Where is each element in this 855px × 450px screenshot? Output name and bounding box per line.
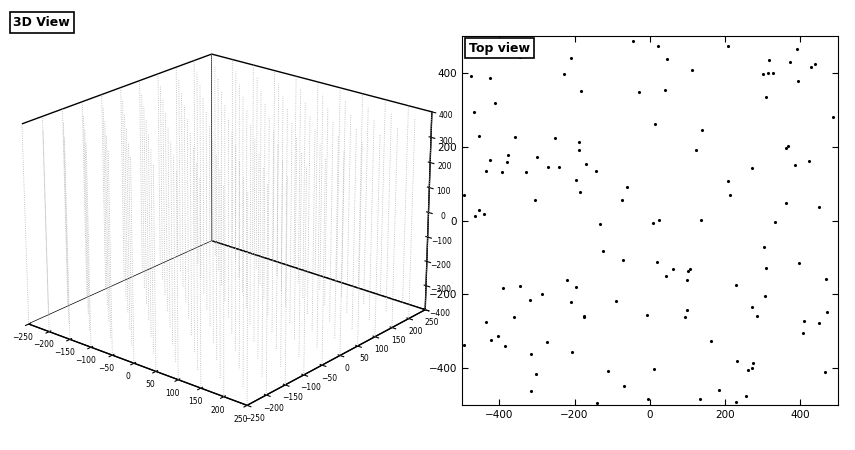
- Text: 3D View: 3D View: [14, 16, 70, 29]
- Text: Top view: Top view: [469, 41, 530, 54]
